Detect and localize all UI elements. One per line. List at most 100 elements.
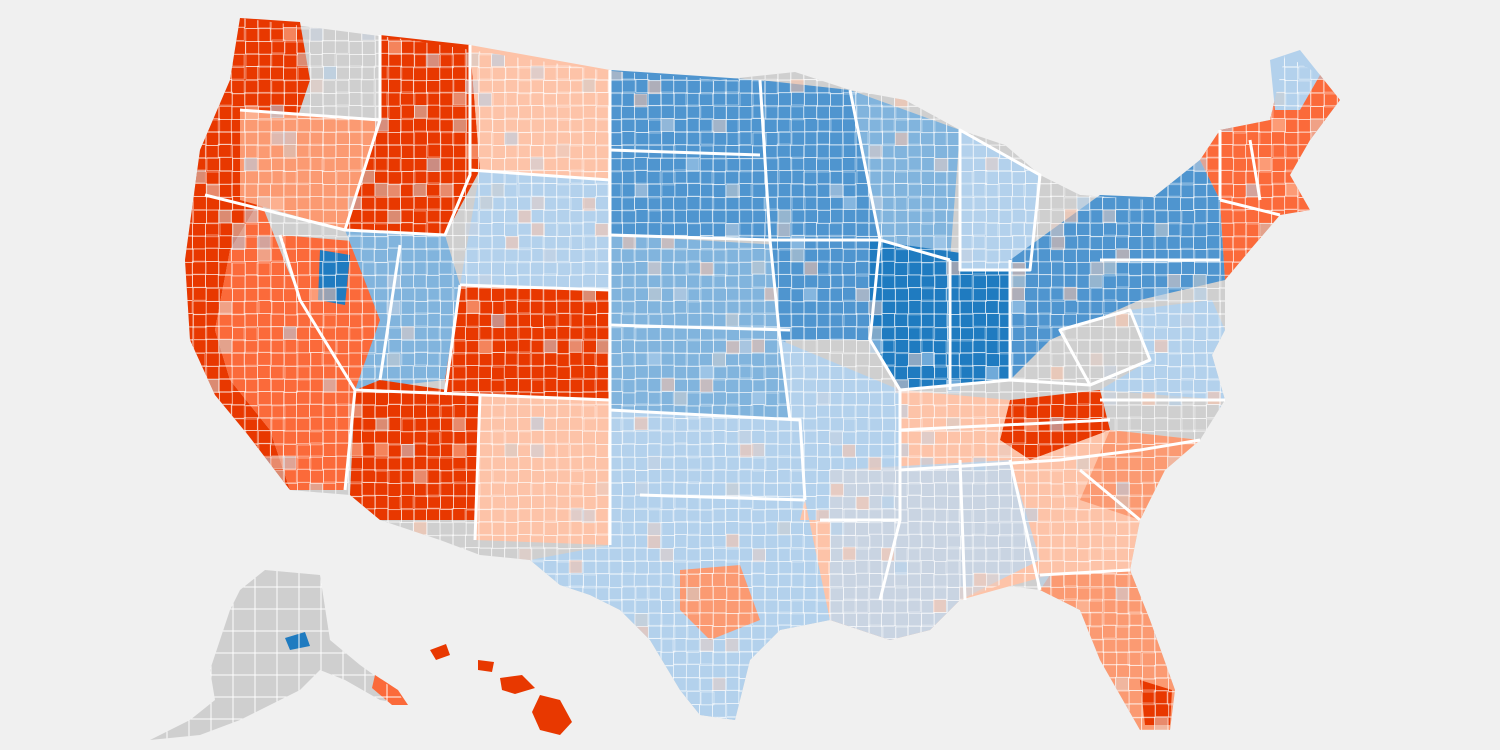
county-cell	[1037, 327, 1052, 342]
county-cell	[1076, 430, 1091, 445]
county-cell	[881, 79, 895, 93]
county-cell	[1114, 209, 1129, 224]
county-cell	[1011, 195, 1026, 210]
county-cell	[582, 92, 597, 106]
county-cell	[1115, 586, 1130, 601]
county-cell	[1232, 482, 1247, 496]
county-cell	[1024, 104, 1038, 119]
county-cell	[765, 132, 780, 146]
county-cell	[816, 144, 830, 159]
county-cell	[335, 624, 349, 639]
county-cell	[557, 678, 571, 692]
county-cell	[1336, 663, 1340, 678]
county-cell	[361, 704, 375, 719]
county-cell	[804, 27, 818, 41]
county-cell	[257, 470, 271, 485]
county-cell	[881, 377, 895, 392]
county-cell	[843, 366, 858, 381]
county-cell	[933, 665, 948, 680]
county-cell	[1192, 599, 1207, 613]
county-cell	[387, 183, 401, 198]
county-cell	[817, 53, 832, 68]
county-cell	[776, 223, 791, 238]
county-cell	[1168, 482, 1183, 497]
county-cell	[542, 314, 557, 329]
county-cell	[231, 131, 246, 146]
county-cell	[1322, 248, 1337, 263]
county-cell	[1207, 456, 1221, 470]
county-cell	[920, 132, 934, 146]
county-cell	[791, 170, 805, 184]
county-cell	[218, 456, 232, 471]
county-cell	[972, 65, 986, 80]
county-cell	[504, 132, 518, 146]
county-cell	[465, 638, 480, 652]
county-cell	[1180, 18, 1195, 28]
county-cell	[1012, 234, 1027, 249]
county-cell	[452, 573, 467, 588]
county-cell	[895, 118, 909, 132]
county-cell	[310, 702, 324, 717]
county-cell	[972, 664, 987, 679]
county-cell	[1257, 144, 1272, 158]
county-cell	[349, 560, 363, 575]
county-cell	[1050, 131, 1064, 146]
county-cell	[869, 417, 884, 432]
county-cell	[193, 509, 208, 523]
county-cell	[1129, 52, 1143, 67]
county-cell	[595, 18, 610, 29]
county-cell	[504, 209, 518, 224]
county-cell	[452, 418, 466, 432]
county-cell	[297, 729, 311, 730]
county-cell	[621, 665, 636, 679]
county-cell	[1193, 183, 1207, 198]
county-cell	[374, 639, 388, 653]
county-cell	[401, 547, 415, 562]
county-cell	[1336, 626, 1340, 640]
county-cell	[1063, 118, 1078, 132]
county-cell	[985, 703, 999, 717]
county-cell	[453, 651, 467, 665]
county-cell	[1180, 300, 1195, 314]
county-cell	[971, 338, 986, 353]
county-cell	[816, 704, 831, 719]
county-cell	[1324, 66, 1339, 80]
county-cell	[699, 18, 714, 28]
county-cell	[323, 507, 337, 522]
county-cell	[1245, 301, 1260, 315]
county-cell	[1180, 521, 1194, 536]
county-cell	[634, 105, 648, 120]
county-cell	[517, 560, 532, 574]
county-cell	[1025, 340, 1039, 354]
county-cell	[1064, 690, 1078, 705]
county-cell	[185, 79, 194, 94]
county-cell	[972, 416, 987, 431]
county-cell	[232, 729, 247, 730]
county-cell	[1219, 522, 1234, 536]
county-cell	[634, 390, 649, 405]
county-cell	[1153, 262, 1168, 277]
county-cell	[1089, 130, 1104, 145]
county-cell	[1116, 481, 1130, 496]
county-cell	[530, 392, 545, 406]
county-cell	[633, 352, 648, 366]
county-cell	[972, 41, 986, 56]
county-cell	[1077, 235, 1092, 249]
county-cell	[881, 327, 895, 342]
county-cell	[791, 118, 805, 133]
county-cell	[685, 444, 700, 459]
county-cell	[362, 612, 377, 627]
county-cell	[1310, 235, 1324, 249]
county-cell	[1115, 171, 1130, 186]
county-cell	[270, 716, 284, 730]
county-cell	[491, 587, 506, 602]
county-cell	[205, 66, 220, 81]
county-cell	[296, 184, 310, 199]
county-cell	[479, 353, 493, 367]
county-cell	[1025, 26, 1039, 41]
county-cell	[438, 287, 453, 302]
county-cell	[465, 716, 480, 730]
county-cell	[999, 625, 1014, 639]
county-cell	[414, 195, 428, 210]
county-cell	[1049, 286, 1064, 301]
